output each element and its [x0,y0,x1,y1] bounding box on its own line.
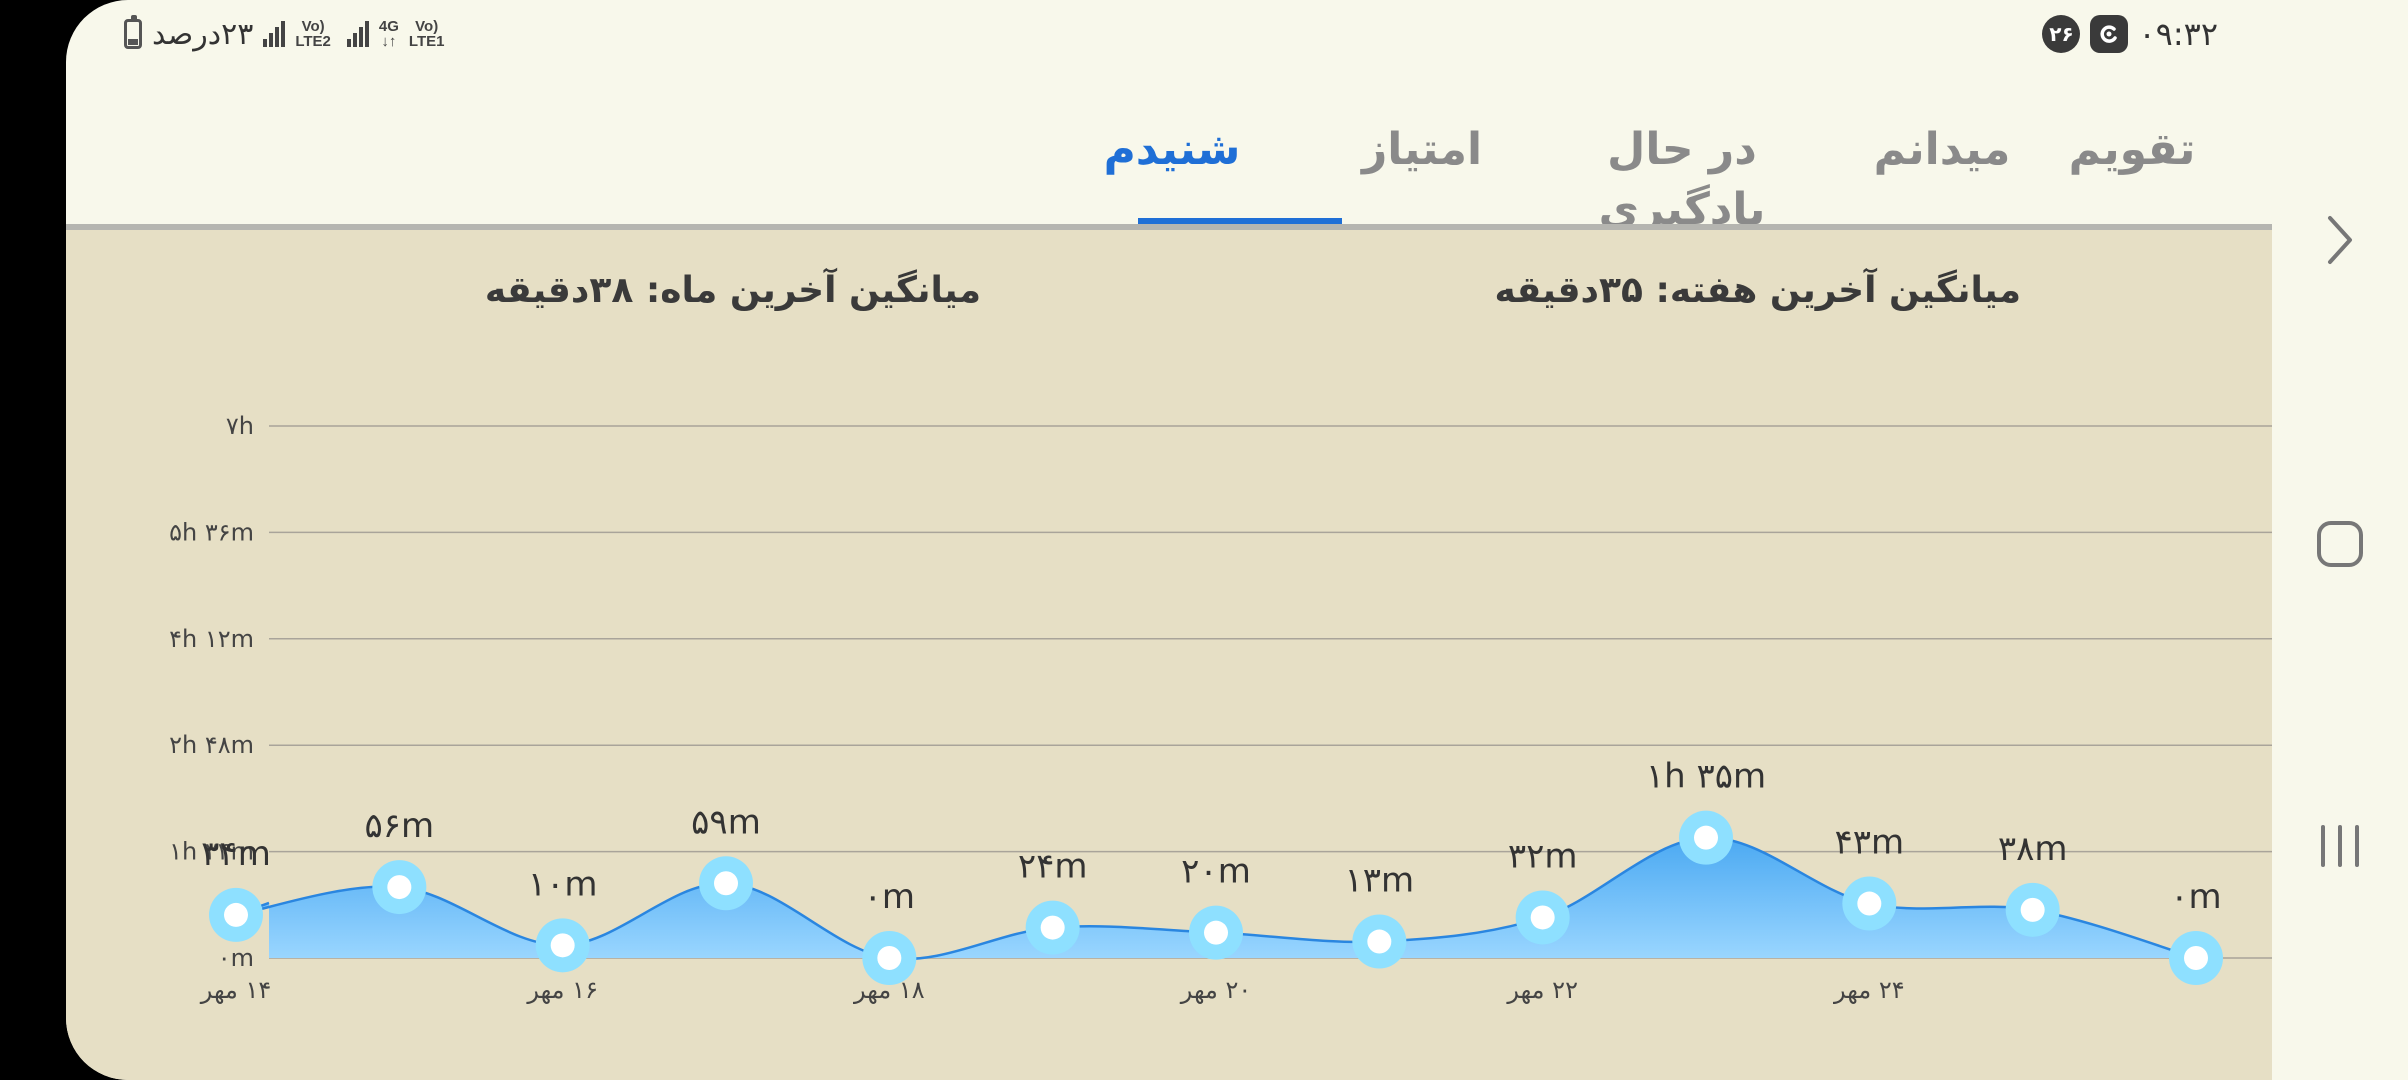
weekly-average-text: میانگین آخرین هفته: ۳۵دقیقه [1494,270,2021,311]
signal-sim1-icon [346,21,369,47]
data-point-center [550,933,575,958]
app-notification-icon [2090,15,2129,53]
x-tick-label: ۱۶ مهر [526,976,598,1004]
nav-home-button[interactable] [2312,516,2368,572]
sim2-label: Vo) LTE2 [295,18,331,50]
data-label: ۲۰m [1181,852,1251,892]
data-label: ۱h ۳۵m [1646,757,1766,797]
x-tick-label: ۲۲ مهر [1506,976,1578,1004]
data-point-center [714,871,738,896]
app-screen: ۲۳درصد Vo) LTE2 4G ↓↑ Vo) LTE1 ۲۶ ۰۹:۳۲ [66,0,2272,1080]
y-tick-label: ۲h ۴۸m [169,731,254,759]
y-tick-label: ۰m [218,944,254,972]
tab-heard[interactable]: شنیدم [1103,124,1241,175]
data-label: ۴۳m [1835,823,1905,863]
battery-icon [124,15,142,49]
data-point-center [387,875,412,900]
y-tick-label: ۱h ۲۴m [169,838,254,866]
data-label: ۱۰m [528,864,598,904]
data-label: ۳۲m [1508,836,1578,876]
active-tab-indicator [1138,218,1342,226]
data-point-center [2020,897,2045,922]
nav-back-button[interactable] [2312,212,2368,268]
chevron-right-icon [2328,216,2352,264]
data-point-center [224,902,248,927]
data-label: ۲۴m [1018,847,1088,887]
data-point-center [1040,915,1065,940]
data-label: ۳۸m [1998,829,2068,869]
y-tick-label: ۵h ۳۶m [169,518,254,546]
sim1-network: 4G ↓↑ [378,18,399,50]
x-tick-label: ۱۸ مهر [853,976,925,1004]
data-label: ۱۳m [1345,861,1415,901]
x-tick-label: ۲۴ مهر [1833,976,1905,1004]
data-label: ۵۶m [365,806,435,846]
data-point-center [2184,946,2208,970]
tab-bar-divider [66,224,2272,230]
sim1-label: Vo) LTE1 [408,18,445,50]
tab-learning[interactable]: در حال یادگیری [1598,124,1766,235]
stats-panel: میانگین آخرین هفته: ۳۵دقیقه میانگین آخری… [66,230,2272,1080]
notification-count-badge: ۲۶ [2042,15,2081,53]
data-point-center [877,946,902,970]
tab-score[interactable]: امتیاز [1361,124,1483,175]
data-label: ۵۹m [691,802,761,842]
signal-sim2-icon [263,21,286,47]
data-point-center [1857,891,1882,916]
data-point-center [1367,929,1392,954]
data-point-center [1694,825,1718,850]
data-point-center [1204,920,1228,945]
y-tick-label: ۷h [226,412,254,440]
tab-calendar[interactable]: تقویم [2068,124,2196,175]
rounded-square-icon [2317,521,2363,567]
y-tick-label: ۴h ۱۲m [169,625,254,653]
data-label: ۰m [864,877,915,917]
x-tick-label: ۲۰ مهر [1180,976,1252,1004]
system-nav-bar [2272,0,2408,1080]
status-bar-left: ۲۳درصد Vo) LTE2 4G ↓↑ Vo) LTE1 [124,12,444,56]
tab-bar: تقویم میدانم در حال یادگیری امتیاز شنیدم [66,90,2272,235]
series-area [236,837,2196,960]
three-bars-icon [2321,825,2359,867]
data-point-center [1530,905,1555,930]
nav-recents-button[interactable] [2312,818,2368,874]
clock: ۰۹:۳۲ [2138,15,2218,53]
listening-time-chart: ۰m ۱h ۲۴m ۲h ۴۸m ۴h ۱۲m ۵h ۳۶m ۷h ۳۴m ۱۴ مهر ۵۶… [169,412,2272,1004]
battery-text: ۲۳درصد [152,16,254,52]
data-label: ۰m [2170,877,2221,917]
monthly-average-text: میانگین آخرین ماه: ۳۸دقیقه [484,270,981,311]
x-tick-label: ۱۴ مهر [200,976,272,1004]
status-bar-right: ۲۶ ۰۹:۳۲ [2042,12,2218,56]
data-label: ۳۴m [201,834,271,874]
tab-known[interactable]: میدانم [1873,124,2011,175]
